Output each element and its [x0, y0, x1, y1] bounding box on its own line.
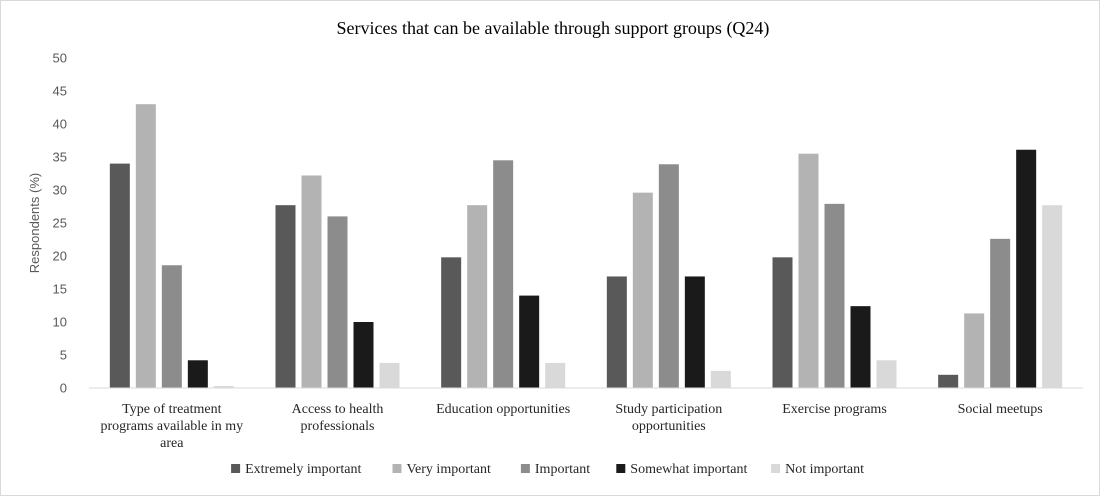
chart-title: Services that can be available through s…: [337, 18, 770, 39]
legend-swatch: [231, 464, 241, 473]
y-tick-label: 20: [53, 249, 67, 264]
y-tick-label: 40: [53, 117, 67, 132]
bar: [135, 104, 156, 388]
bar: [964, 313, 985, 388]
bar: [876, 360, 897, 388]
x-tick-label: Social meetups: [958, 402, 1043, 417]
bar: [990, 238, 1011, 388]
bar: [187, 360, 208, 388]
y-axis-label: Respondents (%): [27, 173, 42, 273]
bar: [327, 216, 348, 388]
y-tick-label: 5: [60, 348, 67, 363]
bar: [1016, 149, 1037, 388]
x-tick-label-line: Social meetups: [958, 402, 1043, 417]
x-tick-label: Study participation opportunities: [615, 402, 722, 434]
bar: [441, 257, 462, 388]
bar-series: [109, 104, 1063, 388]
x-tick-label-line: programs available in my: [100, 419, 243, 434]
x-tick-label-line: Education opportunities: [436, 402, 570, 417]
y-tick-label: 30: [53, 183, 67, 198]
bar: [301, 175, 322, 388]
x-tick-label: Type of treatment programs available in m…: [100, 402, 243, 451]
legend-entry: Very important: [407, 462, 491, 477]
x-tick-label-line: area: [160, 436, 184, 451]
y-tick-label: 35: [53, 150, 67, 165]
legend: Extremely important Very important Importa…: [231, 462, 864, 477]
legend-swatch: [771, 464, 781, 473]
legend-entry: Extremely important: [245, 462, 361, 477]
legend-swatch: [520, 464, 530, 473]
y-tick-label: 25: [53, 216, 67, 231]
bar: [493, 160, 514, 388]
x-tick-label-line: Type of treatment: [122, 402, 221, 417]
y-axis-ticks: 0 5 10 15 20 25 30 35 40 45 50: [53, 51, 67, 396]
legend-entry: Not important: [785, 462, 864, 477]
bar: [213, 386, 234, 388]
y-tick-label: 15: [53, 282, 67, 297]
bar: [545, 362, 566, 388]
legend-swatch: [392, 464, 402, 473]
x-tick-label: Access to health professionals: [292, 402, 384, 434]
bar: [109, 163, 130, 388]
x-tick-label: Exercise programs: [782, 402, 887, 417]
legend-swatch: [616, 464, 626, 473]
bar: [632, 192, 653, 388]
bar: [161, 265, 182, 388]
bar: [353, 322, 374, 388]
bar: [275, 205, 296, 388]
bar: [798, 153, 819, 388]
x-tick-label-line: opportunities: [632, 419, 706, 434]
y-tick-label: 10: [53, 315, 67, 330]
y-tick-label: 45: [53, 84, 67, 99]
bar: [658, 164, 679, 388]
legend-entry: Somewhat important: [630, 462, 747, 477]
legend-entry: Important: [535, 462, 590, 477]
bar: [684, 276, 705, 388]
bar: [772, 257, 793, 388]
x-tick-label-line: Access to health: [292, 402, 384, 417]
category-labels: Type of treatment programs available in m…: [100, 402, 1042, 451]
bar: [824, 203, 845, 388]
y-tick-label: 50: [53, 51, 67, 66]
x-tick-label-line: Study participation: [615, 402, 722, 417]
x-tick-label-line: professionals: [301, 419, 375, 434]
bar: [606, 276, 627, 388]
x-tick-label-line: Exercise programs: [782, 402, 887, 417]
bar: [379, 362, 400, 388]
bar: [710, 370, 731, 388]
bar: [467, 205, 488, 388]
bar: [1042, 205, 1063, 388]
x-tick-label: Education opportunities: [436, 402, 570, 417]
bar: [850, 306, 871, 388]
bar: [938, 374, 959, 388]
bar: [519, 295, 540, 388]
y-tick-label: 0: [60, 381, 67, 396]
